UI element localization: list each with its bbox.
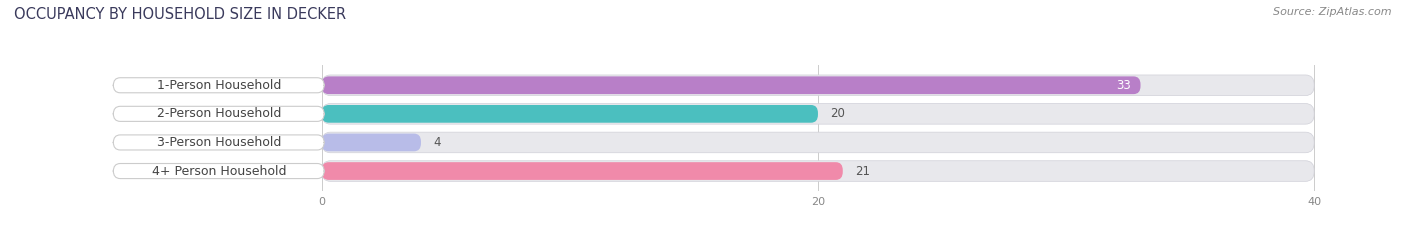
FancyBboxPatch shape	[322, 76, 1140, 94]
FancyBboxPatch shape	[322, 103, 1315, 124]
Text: 4+ Person Household: 4+ Person Household	[152, 164, 285, 178]
Text: 4: 4	[433, 136, 441, 149]
FancyBboxPatch shape	[322, 75, 1315, 96]
Text: 3-Person Household: 3-Person Household	[156, 136, 281, 149]
Text: 21: 21	[855, 164, 870, 178]
FancyBboxPatch shape	[114, 164, 325, 178]
FancyBboxPatch shape	[322, 134, 420, 151]
FancyBboxPatch shape	[322, 132, 1315, 153]
FancyBboxPatch shape	[114, 135, 325, 150]
Text: 33: 33	[1116, 79, 1130, 92]
Text: OCCUPANCY BY HOUSEHOLD SIZE IN DECKER: OCCUPANCY BY HOUSEHOLD SIZE IN DECKER	[14, 7, 346, 22]
Text: Source: ZipAtlas.com: Source: ZipAtlas.com	[1274, 7, 1392, 17]
FancyBboxPatch shape	[114, 106, 325, 121]
FancyBboxPatch shape	[114, 78, 325, 93]
Text: 2-Person Household: 2-Person Household	[156, 107, 281, 120]
FancyBboxPatch shape	[322, 105, 818, 123]
FancyBboxPatch shape	[322, 162, 842, 180]
Text: 1-Person Household: 1-Person Household	[156, 79, 281, 92]
Text: 20: 20	[831, 107, 845, 120]
FancyBboxPatch shape	[322, 161, 1315, 181]
